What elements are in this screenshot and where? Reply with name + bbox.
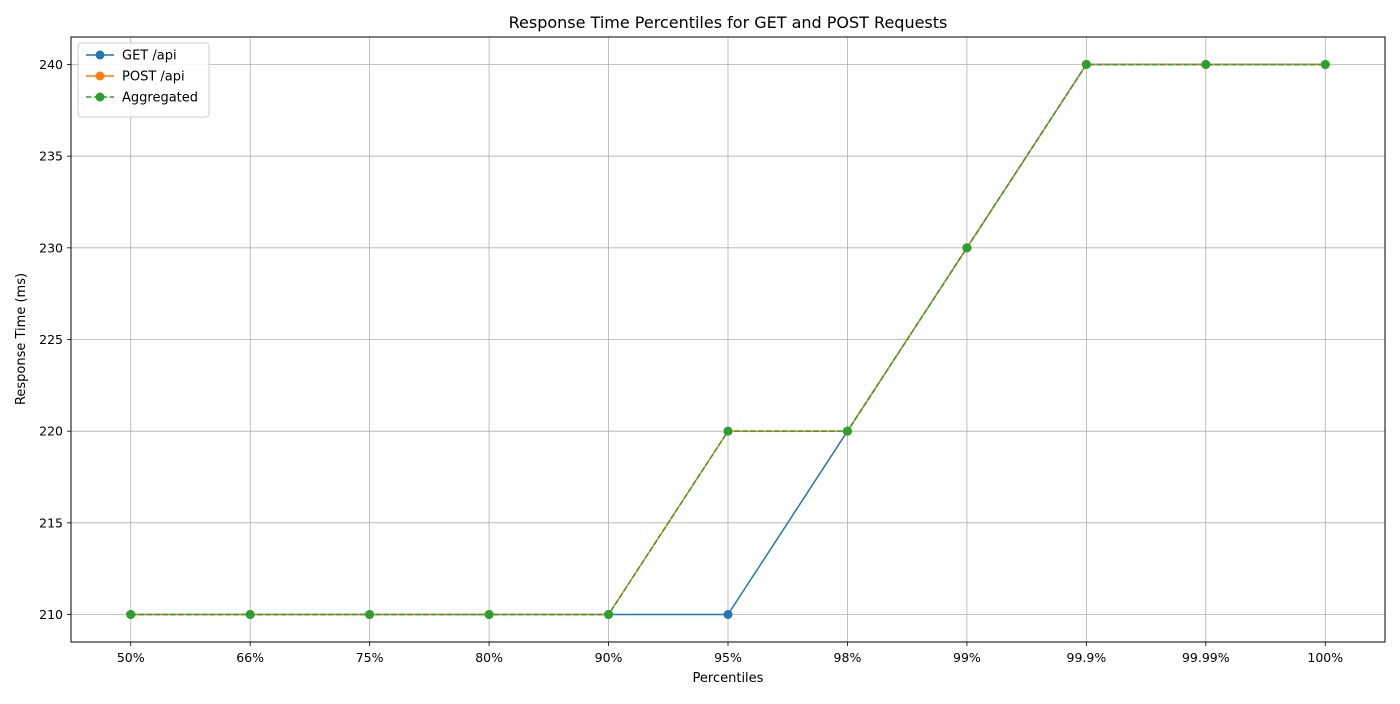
- legend-item: Aggregated: [86, 91, 198, 106]
- data-point: [1320, 60, 1330, 69]
- data-point: [484, 610, 494, 619]
- data-point: [1201, 60, 1211, 69]
- x-tick-label: 98%: [834, 650, 862, 665]
- y-tick-label: 215: [39, 515, 63, 530]
- y-axis-ticks: 210 215 220 225 230 235 240: [39, 57, 71, 622]
- data-point: [1081, 60, 1091, 69]
- y-tick-label: 240: [39, 57, 63, 72]
- x-tick-label: 75%: [356, 650, 384, 665]
- data-point: [365, 610, 375, 619]
- y-axis-label: Response Time (ms): [14, 273, 29, 405]
- legend-item: GET /api: [86, 49, 177, 64]
- x-tick-label: 99.9%: [1067, 650, 1107, 665]
- series-2: [126, 60, 1330, 619]
- legend-box: [77, 42, 210, 118]
- y-tick-label: 210: [39, 607, 63, 622]
- legend-label: GET /api: [122, 49, 177, 64]
- chart-title: Response Time Percentiles for GET and PO…: [509, 13, 948, 32]
- data-point: [723, 426, 733, 436]
- x-tick-label: 80%: [475, 650, 503, 665]
- y-tick-label: 235: [39, 149, 63, 164]
- y-tick-label: 220: [39, 424, 63, 439]
- grid: [71, 37, 1385, 642]
- x-tick-label: 95%: [714, 650, 742, 665]
- x-tick-label: 99%: [953, 650, 981, 665]
- x-axis-ticks: 50% 66% 75% 80% 90% 95% 98% 99% 99.9% 99.99% 100%: [117, 642, 1343, 665]
- legend-label: POST /api: [122, 70, 185, 85]
- data-point: [604, 610, 614, 619]
- y-tick-label: 225: [39, 332, 63, 347]
- legend-label: Aggregated: [122, 91, 198, 106]
- x-tick-label: 90%: [595, 650, 623, 665]
- data-point: [723, 610, 733, 619]
- x-tick-label: 100%: [1307, 650, 1343, 665]
- data-point: [126, 610, 136, 619]
- x-tick-label: 66%: [236, 650, 264, 665]
- data-point: [245, 610, 255, 619]
- x-axis-label: Percentiles: [693, 671, 764, 686]
- legend: GET /api POST /api Aggregated: [77, 42, 210, 118]
- x-tick-label: 50%: [117, 650, 145, 665]
- legend-marker: [95, 92, 105, 102]
- legend-marker: [95, 71, 105, 81]
- legend-marker: [95, 50, 105, 60]
- legend-item: POST /api: [86, 70, 185, 85]
- data-point: [962, 243, 972, 253]
- y-tick-label: 230: [39, 240, 63, 255]
- x-tick-label: 99.99%: [1182, 650, 1230, 665]
- series-group: [126, 60, 1330, 619]
- data-point: [842, 426, 852, 436]
